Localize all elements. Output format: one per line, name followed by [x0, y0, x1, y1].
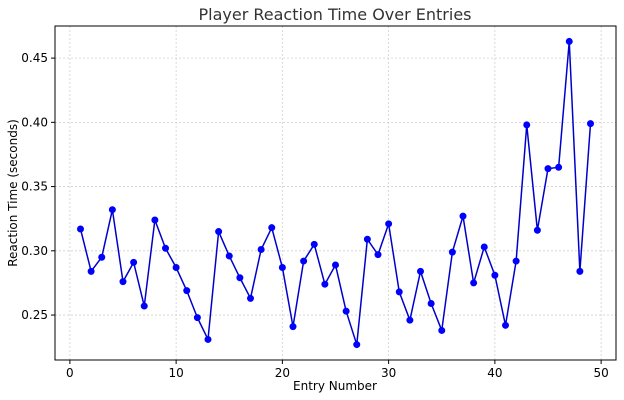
data-point: [193, 314, 201, 322]
data-point: [310, 240, 318, 248]
data-point: [576, 267, 584, 275]
y-axis: 0.25 0.30 0.35 0.40 0.45: [21, 51, 55, 322]
data-point: [77, 225, 84, 233]
data-point: [215, 228, 223, 236]
data-point: [119, 278, 127, 286]
data-point: [268, 224, 276, 232]
data-point: [225, 252, 233, 260]
data-point: [353, 341, 361, 349]
x-axis: 0 10 20 30 40 50: [66, 360, 609, 380]
x-axis-label: Entry Number: [293, 379, 377, 393]
data-point: [417, 267, 424, 275]
data-point: [438, 326, 446, 334]
data-point: [140, 302, 148, 310]
x-tick-label: 30: [381, 366, 396, 380]
data-point: [406, 316, 414, 324]
x-tick-label: 10: [168, 366, 183, 380]
data-point: [470, 279, 478, 287]
grid: [55, 26, 616, 360]
data-point: [247, 294, 254, 302]
y-tick-label: 0.30: [21, 244, 48, 258]
data-point: [332, 261, 339, 269]
data-point: [512, 257, 520, 265]
y-tick-label: 0.25: [21, 308, 48, 322]
data-point: [257, 246, 265, 254]
chart-title: Player Reaction Time Over Entries: [199, 5, 472, 24]
data-point: [544, 165, 552, 173]
data-point: [172, 264, 180, 272]
data-point: [183, 287, 191, 295]
data-point: [385, 220, 393, 228]
plot-frame: [54, 25, 617, 361]
y-tick-label: 0.45: [21, 51, 48, 65]
data-point: [523, 121, 531, 129]
data-point: [502, 321, 509, 329]
series-layer: [77, 37, 594, 349]
data-point: [480, 243, 488, 251]
data-point: [162, 244, 169, 252]
x-tick-label: 20: [275, 366, 290, 380]
series-line: [79, 40, 592, 346]
data-point: [491, 271, 499, 279]
data-point: [278, 264, 286, 272]
x-tick-label: 50: [593, 366, 608, 380]
data-point: [448, 248, 456, 256]
data-point: [565, 37, 573, 45]
data-point: [236, 274, 244, 282]
data-point: [87, 267, 95, 275]
data-point: [395, 288, 403, 296]
y-tick-label: 0.40: [21, 115, 48, 129]
data-point: [363, 235, 371, 243]
data-point: [342, 307, 350, 315]
data-point: [533, 226, 541, 234]
data-point: [151, 216, 159, 224]
data-point: [98, 253, 106, 261]
x-tick-label: 40: [487, 366, 502, 380]
y-tick-label: 0.35: [21, 180, 48, 194]
data-point: [108, 206, 116, 214]
data-point: [300, 257, 308, 265]
data-point: [459, 212, 467, 220]
data-point: [289, 323, 297, 331]
data-point: [427, 299, 435, 307]
y-axis-label: Reaction Time (seconds): [6, 119, 20, 267]
data-point: [587, 120, 594, 128]
data-point: [555, 163, 563, 171]
data-point: [130, 258, 138, 266]
data-point: [321, 280, 329, 288]
x-tick-label: 0: [66, 366, 74, 380]
data-point: [204, 335, 212, 343]
data-point: [374, 251, 382, 259]
